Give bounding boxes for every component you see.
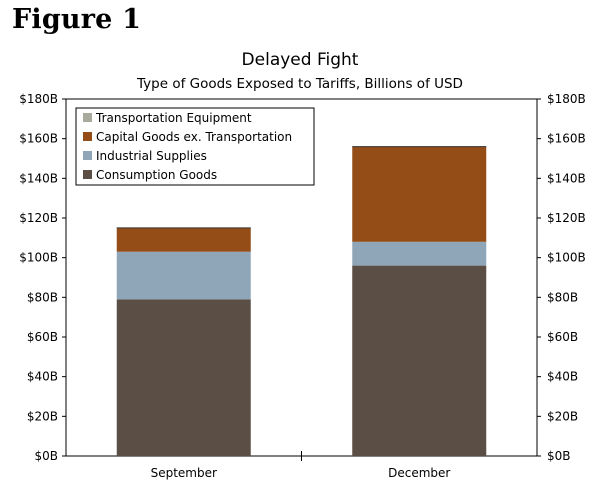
y-tick-label-left: $60B <box>27 330 58 344</box>
bar-consumption-goods-september <box>116 299 251 456</box>
y-tick-label-right: $20B <box>547 409 578 423</box>
y-tick-label-left: $0B <box>34 449 58 463</box>
y-tick-label-right: $0B <box>547 449 571 463</box>
y-tick-label-left: $160B <box>19 132 58 146</box>
bar-capital-goods-ex-transportation-december <box>352 146 487 242</box>
legend-swatch <box>83 113 92 122</box>
y-tick-label-right: $120B <box>547 211 586 225</box>
y-tick-label-right: $160B <box>547 132 586 146</box>
legend-label: Consumption Goods <box>96 168 217 182</box>
legend-swatch <box>83 132 92 141</box>
legend-label: Capital Goods ex. Transportation <box>96 130 292 144</box>
bar-industrial-supplies-september <box>116 251 251 300</box>
figure-label: Figure 1 <box>12 4 142 35</box>
y-tick-label-left: $20B <box>27 409 58 423</box>
y-tick-label-left: $100B <box>19 251 58 265</box>
y-tick-label-left: $180B <box>19 92 58 106</box>
y-tick-label-right: $40B <box>547 370 578 384</box>
y-tick-label-right: $100B <box>547 251 586 265</box>
y-tick-label-right: $80B <box>547 290 578 304</box>
legend-label: Industrial Supplies <box>96 149 207 163</box>
y-tick-label-left: $120B <box>19 211 58 225</box>
legend-swatch <box>83 151 92 160</box>
y-tick-label-left: $40B <box>27 370 58 384</box>
chart-subtitle: Type of Goods Exposed to Tariffs, Billio… <box>137 76 463 92</box>
bar-consumption-goods-december <box>352 265 487 456</box>
y-tick-label-right: $60B <box>547 330 578 344</box>
y-tick-label-left: $140B <box>19 171 58 185</box>
y-tick-label-right: $180B <box>547 92 586 106</box>
chart-title: Delayed Fight <box>241 50 359 70</box>
x-tick-label: September <box>151 466 217 480</box>
y-tick-label-right: $140B <box>547 171 586 185</box>
legend-swatch <box>83 170 92 179</box>
bar-industrial-supplies-december <box>352 241 487 266</box>
legend-label: Transportation Equipment <box>95 111 252 125</box>
bar-capital-goods-ex-transportation-september <box>116 227 251 252</box>
x-tick-label: December <box>388 466 450 480</box>
legend-box <box>75 107 315 186</box>
y-tick-label-left: $80B <box>27 290 58 304</box>
